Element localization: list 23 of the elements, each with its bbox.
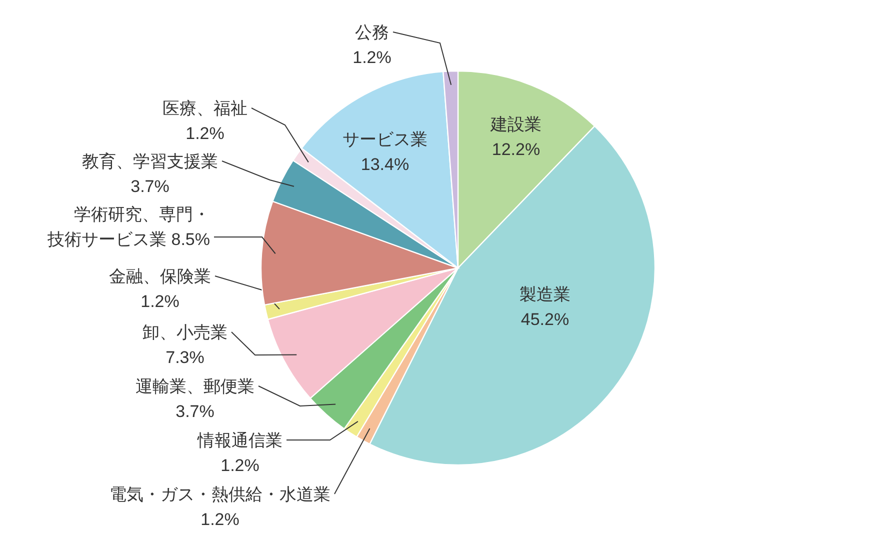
data-label: 12.2%	[492, 140, 540, 159]
data-label: 1.2%	[140, 292, 180, 311]
data-label: 3.7%	[130, 177, 170, 196]
data-label: 1.2%	[200, 510, 240, 529]
slice-label: 教育、学習支援業	[82, 152, 218, 171]
slice-label: 情報通信業	[196, 431, 282, 450]
slice-label: 医療、福祉	[162, 99, 248, 118]
data-label: 1.2%	[220, 456, 260, 475]
slice-label: 運輸業、郵便業	[136, 377, 254, 396]
data-label: 1.2%	[186, 124, 224, 143]
slice-label: 公務	[355, 23, 389, 42]
data-label: 7.3%	[166, 348, 204, 367]
slice-label: サービス業	[342, 130, 428, 149]
data-label: 1.2%	[352, 48, 392, 67]
slice-label: 金融、保険業	[109, 267, 211, 286]
slice-label: 学術研究、専門・技術サービス業 8.5%	[46, 205, 210, 249]
slice-label: 製造業	[520, 285, 570, 304]
slice-label: 卸、小売業	[142, 323, 228, 342]
data-label: 3.7%	[176, 402, 214, 421]
slice-label: 建設業	[490, 115, 542, 134]
data-label: 45.2%	[520, 310, 570, 329]
slice-label: 電気・ガス・熱供給・水道業	[110, 485, 330, 504]
data-label: 13.4%	[360, 155, 410, 174]
